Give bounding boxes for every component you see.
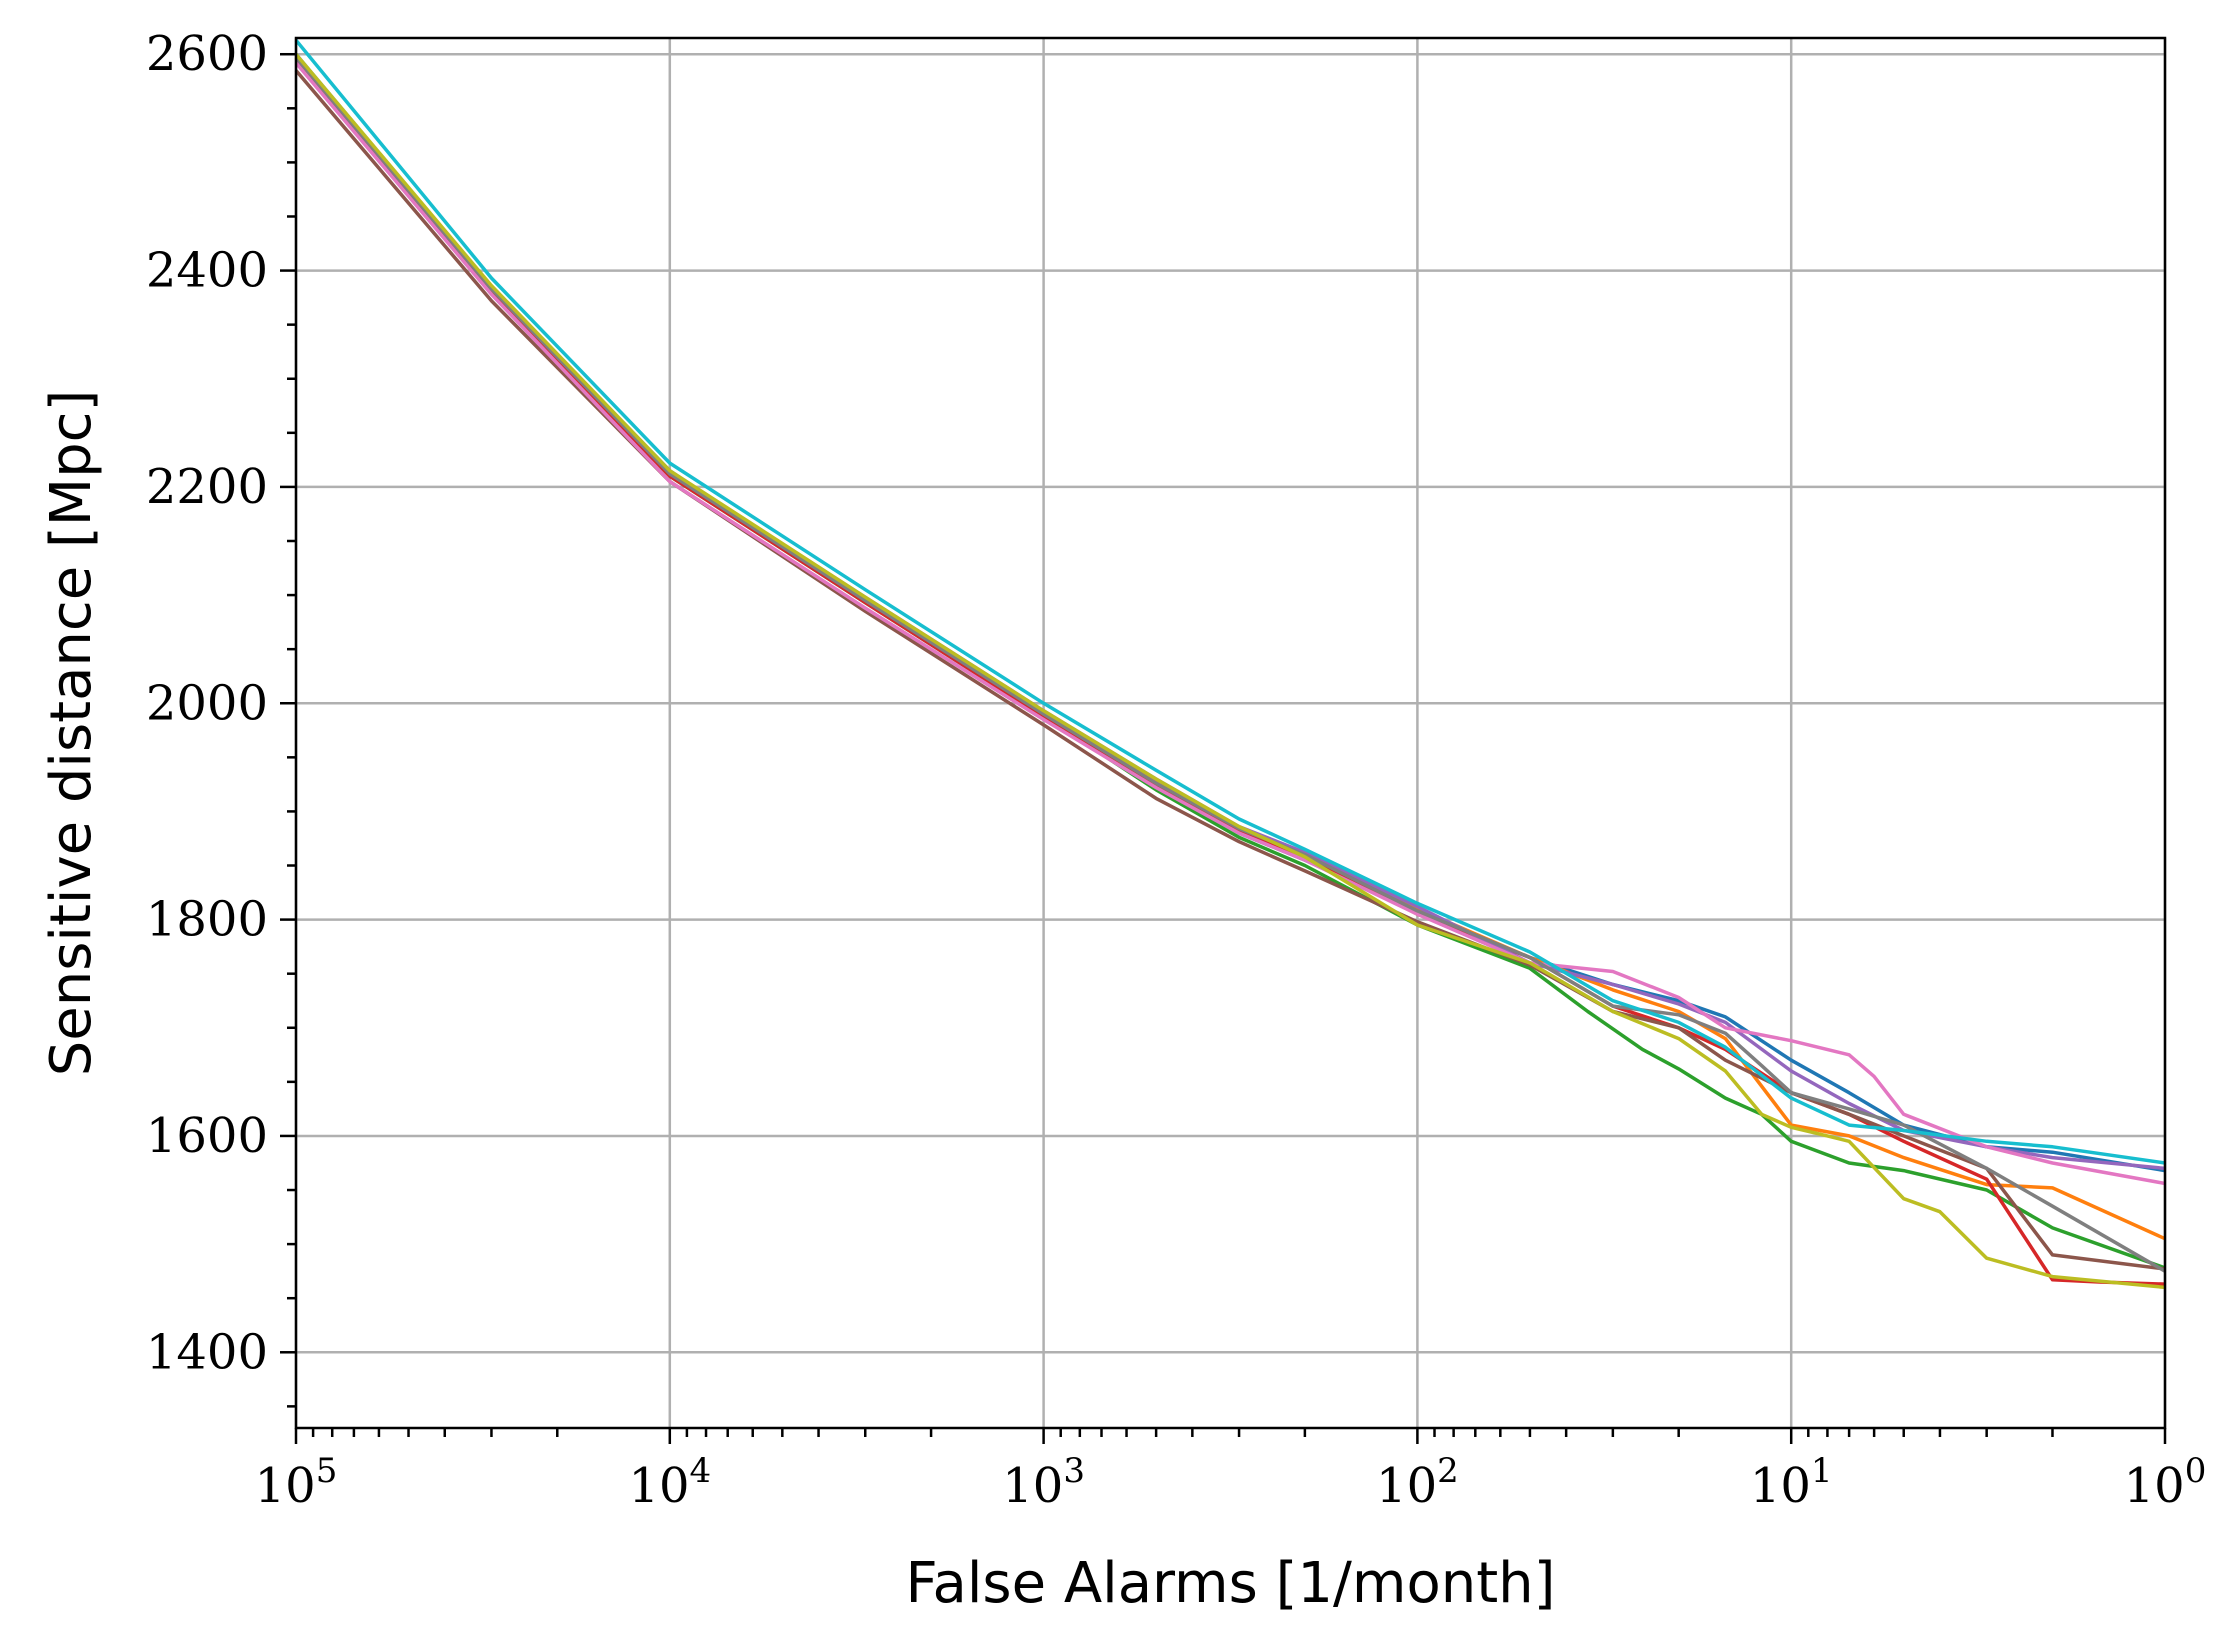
y-tick-label: 1400 xyxy=(146,1324,268,1380)
y-tick-label: 1800 xyxy=(146,892,268,948)
y-tick-label: 2600 xyxy=(146,26,268,82)
series-layer xyxy=(294,39,2166,1290)
plot-frame xyxy=(294,36,2167,1430)
series-line-6 xyxy=(294,69,2166,1271)
x-tick-label: 103 xyxy=(1002,1451,1085,1514)
ticks xyxy=(280,52,2167,1444)
y-axis-label: Sensitive distance [Mpc] xyxy=(39,390,104,1077)
x-tick-label: 100 xyxy=(2124,1451,2207,1514)
y-tick-label: 2400 xyxy=(146,243,268,299)
x-tick-label: 102 xyxy=(1376,1451,1459,1514)
series-line-7 xyxy=(294,61,2166,1186)
x-tick-label: 105 xyxy=(255,1451,338,1514)
series-line-9 xyxy=(294,53,2166,1290)
tick-labels: 105 104 103 102 101 100 1400 1600 1800 2000 2200 24… xyxy=(146,26,2207,1514)
x-tick-label: 104 xyxy=(628,1451,711,1514)
y-tick-label: 2000 xyxy=(146,675,268,731)
y-tick-label: 1600 xyxy=(146,1108,268,1164)
x-tick-label: 101 xyxy=(1750,1451,1833,1514)
series-line-8 xyxy=(294,56,2166,1273)
series-line-10 xyxy=(294,39,2166,1165)
x-axis-label: False Alarms [1/month] xyxy=(905,1551,1555,1616)
y-tick-label: 2200 xyxy=(146,459,268,515)
